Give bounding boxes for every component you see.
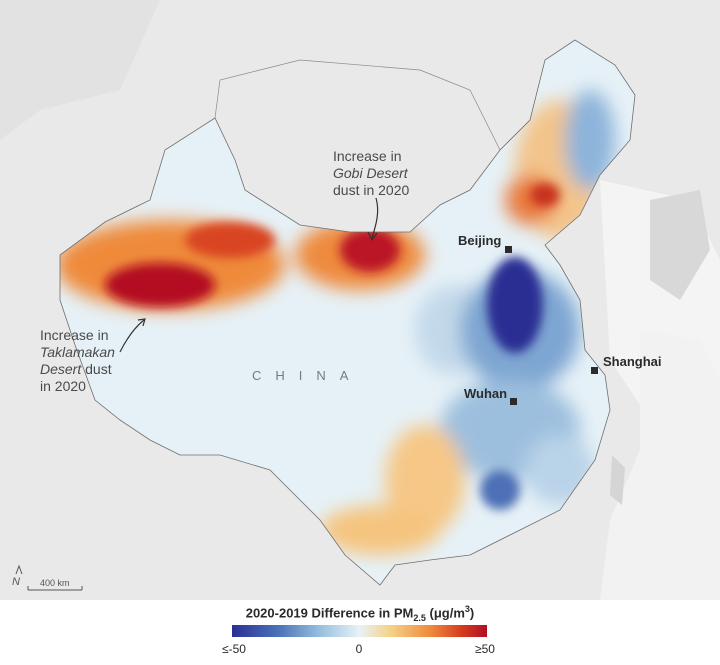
city-label-beijing: Beijing — [458, 233, 502, 248]
gobi-annotation-line2: Gobi Desert — [333, 165, 408, 181]
country-label-china: CHINA — [252, 368, 363, 383]
shanghai-marker — [591, 367, 598, 374]
gobi-annotation-line1: Increase in — [333, 148, 402, 164]
taiwan-land — [610, 455, 625, 505]
taklamakan-annotation-line3-rest: dust — [81, 361, 112, 377]
mongolia-border — [214, 59, 501, 151]
taklamakan-annotation-line2: Taklamakan — [40, 344, 115, 360]
china-border — [59, 39, 636, 586]
gobi-annotation-line3: dust in 2020 — [333, 182, 410, 198]
pm25-difference-map — [0, 0, 720, 600]
legend-tick-zero: 0 — [355, 642, 363, 656]
korea-japan-land — [650, 190, 710, 300]
taklamakan-annotation-line1: Increase in — [40, 327, 109, 343]
taklamakan-annotation-line3-italic: Desert — [40, 361, 82, 377]
north-label: N — [12, 576, 20, 588]
scale-label: 400 km — [40, 578, 70, 588]
legend-title-units: (μg/m — [429, 605, 465, 621]
city-label-shanghai: Shanghai — [603, 354, 662, 369]
taklamakan-leader-line — [119, 319, 145, 353]
gobi-leader-line — [371, 197, 379, 239]
taklamakan-leader-arrow — [137, 318, 146, 327]
legend-color-bar — [232, 625, 487, 637]
legend-title: 2020-2019 Difference in PM2.5 (μg/m3) — [0, 604, 720, 623]
taklamakan-annotation-line4: in 2020 — [40, 378, 86, 394]
legend-title-main: 2020-2019 Difference in PM — [245, 605, 414, 621]
gobi-annotation: Increase in Gobi Desert dust in 2020 — [333, 148, 409, 199]
legend-tick-min: ≤-50 — [222, 642, 246, 656]
ocean-area — [600, 330, 720, 600]
scale-bar — [27, 586, 83, 591]
gobi-leader-arrow — [367, 231, 378, 242]
city-label-wuhan: Wuhan — [464, 386, 508, 401]
taklamakan-annotation-line3: Desert dust — [40, 361, 115, 378]
terrain-shading — [0, 0, 160, 140]
legend-title-sub: 2.5 — [413, 612, 426, 623]
north-arrow-icon — [15, 564, 23, 575]
legend-tick-max: ≥50 — [475, 642, 495, 656]
beijing-marker — [505, 246, 512, 253]
legend-title-units-sup: 3 — [464, 604, 470, 614]
taklamakan-annotation: Increase in Taklamakan Desert dust in 20… — [40, 327, 115, 395]
wuhan-marker — [510, 398, 517, 405]
legend-title-units-close: ) — [469, 605, 475, 621]
